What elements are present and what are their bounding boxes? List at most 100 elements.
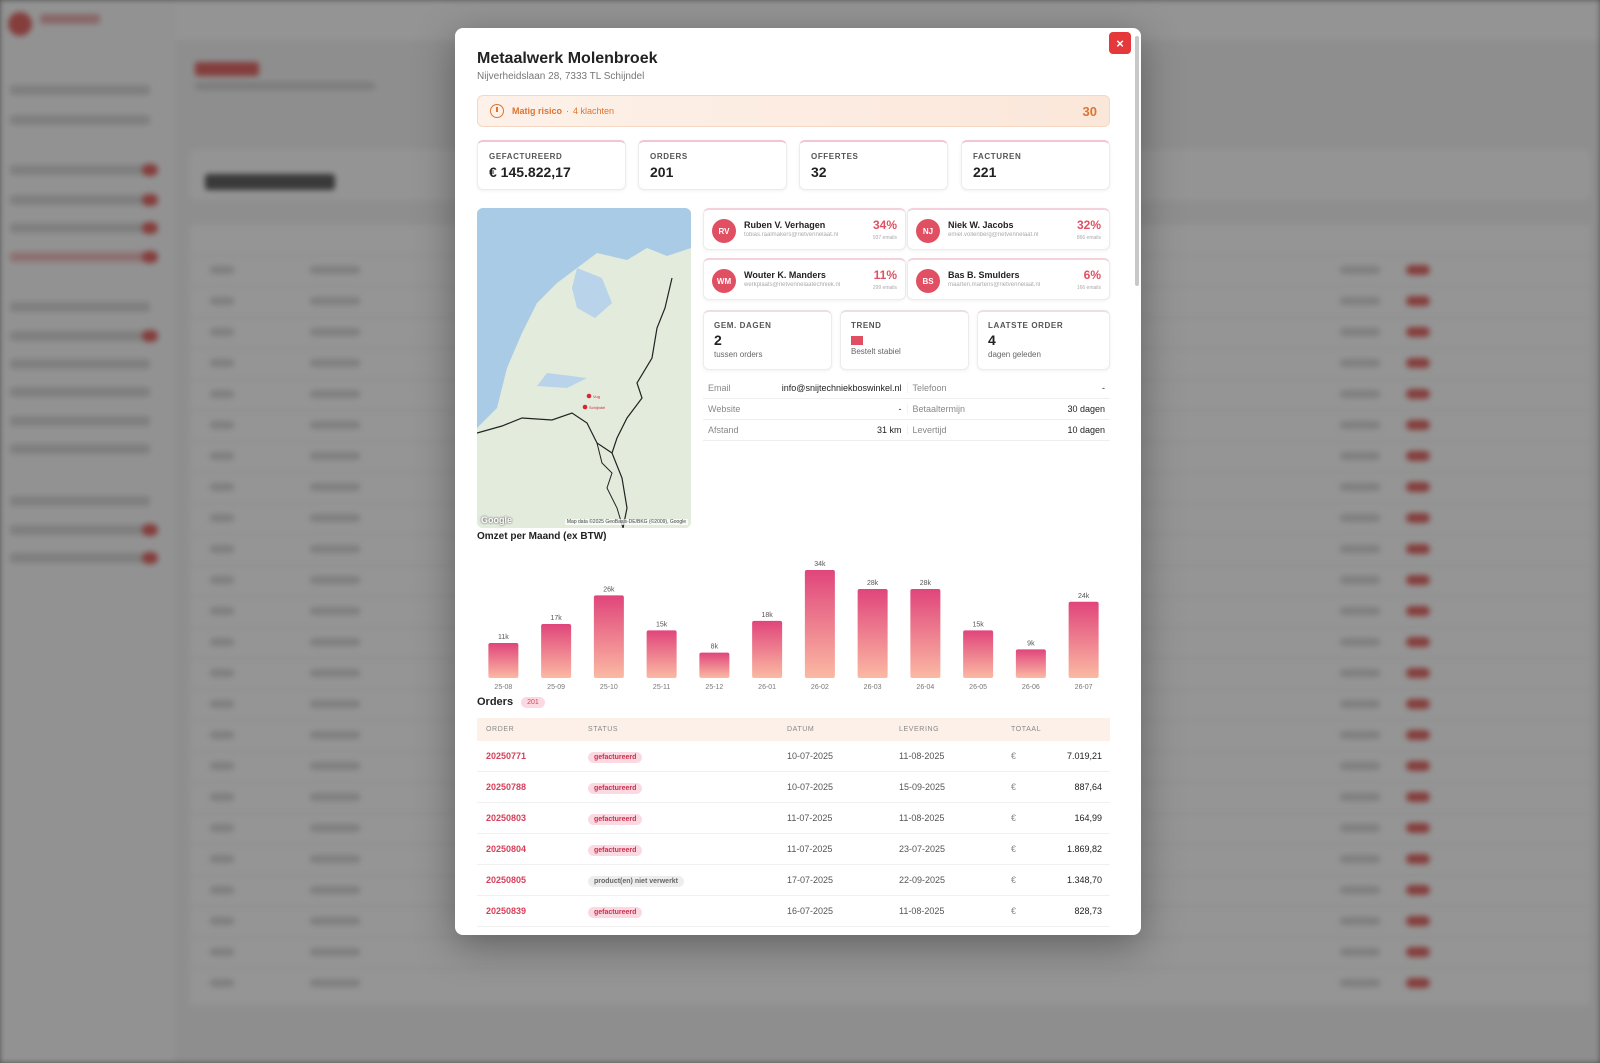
- metric-avg-days: GEM. DAGEN 2 tussen orders: [703, 310, 832, 370]
- order-date: 11-07-2025: [787, 813, 833, 823]
- revenue-chart: 11k 25-08 17k 25-09 26k 25-10 15k 25-11 8k 25-12 1…: [477, 550, 1110, 705]
- metric-sub: Bestelt stabiel: [851, 347, 901, 356]
- background-cell: [310, 700, 360, 708]
- background-cell: [310, 297, 360, 305]
- metric-value: 2: [714, 332, 722, 348]
- status-badge: gefactureerd: [588, 783, 643, 794]
- background-cell: [210, 917, 234, 925]
- risk-score: 30: [1082, 103, 1097, 119]
- contact-name: Wouter K. Manders: [744, 270, 826, 280]
- order-total: 828,73: [1074, 906, 1102, 916]
- contact-card[interactable]: WM Wouter K. Manders werkplaats@rietvenn…: [703, 258, 906, 300]
- currency-symbol: €: [1011, 844, 1017, 854]
- background-cell: [1340, 576, 1380, 584]
- contact-info-table: Email info@snijtechniekboswinkel.nl Tele…: [703, 378, 1110, 441]
- metric-sub: dagen geleden: [988, 350, 1041, 359]
- table-row[interactable]: 20250788 gefactureerd 10-07-2025 15-09-2025…: [477, 772, 1110, 803]
- background-cell: [310, 793, 360, 801]
- column-header-order[interactable]: ORDER: [486, 726, 515, 733]
- chart-bar[interactable]: [752, 620, 783, 678]
- background-pill: [1406, 699, 1430, 709]
- info-row: Email info@snijtechniekboswinkel.nl Tele…: [703, 378, 1110, 399]
- background-nav-item: [10, 444, 150, 454]
- background-logo-text: [40, 14, 100, 24]
- google-logo: Google: [481, 515, 512, 525]
- background-pill: [1406, 544, 1430, 554]
- table-row[interactable]: 20250771 gefactureerd 10-07-2025 11-08-2025…: [477, 741, 1110, 772]
- background-cell: [210, 762, 234, 770]
- order-id-link[interactable]: 20250803: [486, 813, 527, 823]
- background-nav-item: [10, 115, 150, 125]
- background-cell: [310, 855, 360, 863]
- chart-bar[interactable]: [699, 652, 730, 678]
- status-badge: gefactureerd: [588, 845, 643, 856]
- background-cell: [310, 607, 360, 615]
- order-date: 10-07-2025: [787, 751, 834, 761]
- background-cell: [210, 793, 234, 801]
- stat-gefactureerd: GEFACTUREERD € 145.822,17: [477, 140, 626, 190]
- chart-bar[interactable]: [541, 624, 572, 678]
- order-id-link[interactable]: 20250788: [486, 782, 527, 792]
- background-pill: [1406, 513, 1430, 523]
- contact-card[interactable]: NJ Niek W. Jacobs emiel.vollenberg@rietv…: [907, 208, 1110, 250]
- background-cell: [310, 948, 360, 956]
- order-id-link[interactable]: 20250804: [486, 844, 527, 854]
- column-header-datum[interactable]: DATUM: [787, 726, 815, 733]
- customer-detail-modal: × Metaalwerk Molenbroek Nijverheidslaan …: [455, 28, 1141, 935]
- background-pill: [1406, 947, 1430, 957]
- background-cell: [210, 638, 234, 646]
- order-id-link[interactable]: 20250805: [486, 875, 527, 885]
- contact-percentage: 34%: [872, 218, 897, 232]
- metric-value: 4: [988, 332, 996, 348]
- chart-bar[interactable]: [488, 643, 519, 678]
- order-total: 1.869,82: [1066, 844, 1102, 854]
- background-pill: [1406, 606, 1430, 616]
- chart-bar[interactable]: [1015, 649, 1046, 678]
- chart-bar[interactable]: [910, 589, 941, 678]
- info-key: Afstand: [708, 425, 739, 435]
- bar-value-label: 34k: [814, 561, 826, 568]
- column-header-levering[interactable]: LEVERING: [899, 726, 940, 733]
- background-cell: [210, 948, 234, 956]
- order-id-link[interactable]: 20250839: [486, 906, 527, 916]
- background-cell: [1340, 452, 1380, 460]
- background-cell: [210, 266, 234, 274]
- background-pill: [1406, 885, 1430, 895]
- location-map[interactable]: Vug Schijndel Google Map data ©2025 GeoB…: [477, 208, 691, 528]
- x-tick-label: 26-06: [1022, 684, 1040, 691]
- avatar: BS: [916, 269, 940, 293]
- order-date: 10-07-2025: [787, 782, 834, 792]
- bar-value-label: 9k: [1027, 640, 1035, 647]
- chart-bar[interactable]: [857, 589, 888, 678]
- delivery-date: 22-09-2025: [899, 875, 946, 885]
- table-row[interactable]: 20250803 gefactureerd 11-07-2025 11-08-2025…: [477, 803, 1110, 834]
- close-button[interactable]: ×: [1109, 32, 1131, 54]
- table-row[interactable]: 20250804 gefactureerd 11-07-2025 23-07-2025…: [477, 834, 1110, 865]
- background-nav-item: [10, 164, 158, 176]
- order-id-link[interactable]: 20250771: [486, 751, 527, 761]
- background-cell: [1340, 483, 1380, 491]
- column-header-totaal[interactable]: TOTAAL: [1011, 726, 1042, 733]
- chart-bar[interactable]: [804, 570, 835, 678]
- column-header-status[interactable]: STATUS: [588, 726, 619, 733]
- x-tick-label: 26-07: [1075, 684, 1093, 691]
- modal-scrollbar[interactable]: [1135, 36, 1139, 286]
- background-pill: [1406, 327, 1430, 337]
- chart-bar[interactable]: [593, 595, 624, 678]
- table-row[interactable]: 20250805 product(en) niet verwerkt 17-07-2…: [477, 865, 1110, 896]
- email-link[interactable]: info@snijtechniekboswinkel.nl: [781, 383, 902, 393]
- contact-card[interactable]: BS Bas B. Smulders maarten.martens@rietv…: [907, 258, 1110, 300]
- background-cell: [1340, 793, 1380, 801]
- info-value: 30 dagen: [1067, 404, 1105, 414]
- chart-bar[interactable]: [646, 630, 677, 678]
- stat-offertes: OFFERTES 32: [799, 140, 948, 190]
- chart-bar[interactable]: [1068, 601, 1099, 678]
- contact-card[interactable]: RV Ruben V. Verhagen tobias.raalmakers@r…: [703, 208, 906, 250]
- table-row[interactable]: 20250839 gefactureerd 16-07-2025 11-08-2025…: [477, 896, 1110, 927]
- order-total: 164,99: [1074, 813, 1102, 823]
- contact-percentage: 11%: [873, 268, 897, 282]
- currency-symbol: €: [1011, 782, 1017, 792]
- info-value: -: [898, 404, 902, 414]
- avatar: NJ: [916, 219, 940, 243]
- chart-bar[interactable]: [963, 630, 994, 678]
